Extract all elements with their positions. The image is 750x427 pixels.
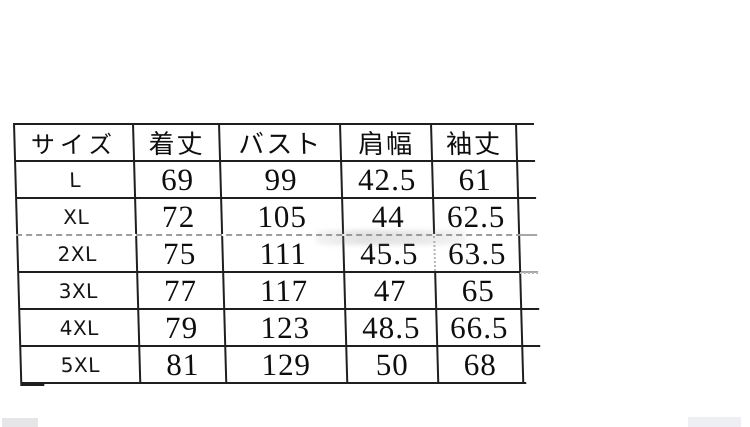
size-label-cell: XL xyxy=(15,199,136,234)
value-cell: 79 xyxy=(137,310,225,345)
value-cell: 117 xyxy=(222,273,345,308)
watermark-smudge xyxy=(315,230,467,245)
value-cell: 66.5 xyxy=(435,310,524,345)
value-cell: 77 xyxy=(136,273,224,308)
table-row-l: L 69 99 42.5 61 xyxy=(14,162,522,199)
value-cell: 50 xyxy=(345,347,438,382)
size-label-cell: 2XL xyxy=(16,236,137,271)
value-cell: 129 xyxy=(224,347,347,382)
table-line-overhang xyxy=(523,345,541,347)
table-header-row: サイズ 着丈 バスト 肩幅 袖丈 xyxy=(13,125,521,162)
column-header-bust: バスト xyxy=(218,125,341,160)
bottom-left-line-tick xyxy=(20,384,45,386)
value-cell: 72 xyxy=(134,199,222,234)
value-cell: 62.5 xyxy=(432,199,521,234)
value-cell: 42.5 xyxy=(340,162,433,197)
value-cell: 44 xyxy=(341,199,434,234)
value-cell: 69 xyxy=(133,162,221,197)
value-cell: 65 xyxy=(434,273,523,308)
column-header-sleeve: 袖丈 xyxy=(430,125,519,160)
value-cell: 75 xyxy=(135,236,223,271)
table-line-overhang xyxy=(517,123,535,125)
table-line-overhang xyxy=(520,234,538,236)
table-line-overhang xyxy=(518,160,536,162)
value-cell: 68 xyxy=(436,347,525,382)
scan-artifact-bottom-left xyxy=(2,418,38,427)
table-row-5xl: 5XL 81 129 50 68 xyxy=(19,347,527,384)
table-row-4xl: 4XL 79 123 48.5 66.5 xyxy=(18,310,526,347)
value-cell: 47 xyxy=(343,273,436,308)
size-table: サイズ 着丈 バスト 肩幅 袖丈 L 69 99 42.5 61 XL 72 1… xyxy=(13,123,541,386)
watermark-dotted-mark xyxy=(520,272,538,274)
value-cell: 99 xyxy=(219,162,342,197)
size-label-cell: L xyxy=(14,162,135,197)
value-cell: 123 xyxy=(223,310,346,345)
value-cell: 81 xyxy=(138,347,226,382)
table-line-overhang xyxy=(522,308,540,310)
table-row-3xl: 3XL 77 117 47 65 xyxy=(17,273,525,310)
size-label-cell: 5XL xyxy=(19,347,140,382)
size-label-cell: 3XL xyxy=(17,273,138,308)
value-cell: 105 xyxy=(220,199,343,234)
column-header-length: 着丈 xyxy=(132,125,220,160)
column-header-size: サイズ xyxy=(13,125,134,160)
scan-artifact-bottom-right xyxy=(688,417,741,427)
value-cell: 48.5 xyxy=(344,310,437,345)
value-cell: 61 xyxy=(431,162,520,197)
table-line-overhang xyxy=(519,197,537,199)
column-header-shoulder: 肩幅 xyxy=(339,125,432,160)
size-label-cell: 4XL xyxy=(18,310,139,345)
